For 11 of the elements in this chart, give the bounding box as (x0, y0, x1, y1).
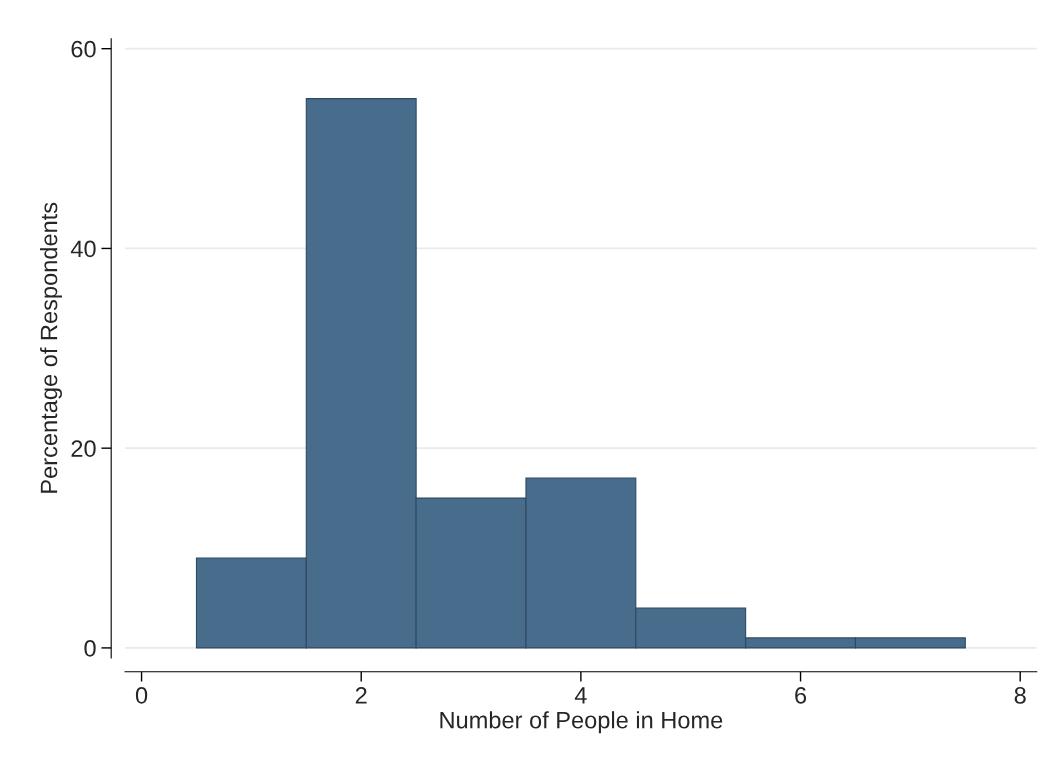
x-tick-label: 6 (795, 687, 807, 704)
y-axis-title: Percentage of Respondents (40, 202, 63, 493)
y-tick-label: 60 (71, 40, 96, 58)
x-axis-title: Number of People in Home (440, 711, 723, 734)
y-tick-label: 0 (84, 639, 96, 657)
x-tick-label: 8 (1014, 687, 1026, 704)
x-tick-label: 4 (574, 687, 587, 704)
y-tick-label: 20 (71, 440, 96, 457)
x-tick-label: 2 (355, 687, 367, 704)
x-tick-label: 0 (135, 687, 148, 704)
y-tick-label: 40 (70, 240, 96, 258)
